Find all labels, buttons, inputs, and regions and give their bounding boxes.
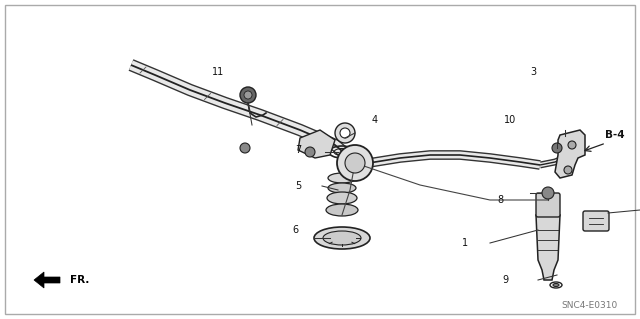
Polygon shape — [298, 130, 335, 158]
Polygon shape — [536, 215, 560, 280]
Text: 7: 7 — [295, 145, 301, 155]
Polygon shape — [555, 130, 585, 178]
Circle shape — [244, 91, 252, 99]
FancyBboxPatch shape — [583, 211, 609, 231]
Text: 9: 9 — [502, 275, 508, 285]
Circle shape — [542, 187, 554, 199]
Text: 11: 11 — [212, 67, 224, 77]
Circle shape — [240, 143, 250, 153]
Ellipse shape — [328, 183, 356, 193]
Circle shape — [305, 147, 315, 157]
Text: FR.: FR. — [70, 275, 90, 285]
Ellipse shape — [328, 173, 356, 183]
Circle shape — [340, 128, 350, 138]
Circle shape — [337, 145, 373, 181]
Text: B-4: B-4 — [605, 130, 625, 140]
Text: 4: 4 — [372, 115, 378, 125]
Text: 5: 5 — [295, 181, 301, 191]
Polygon shape — [34, 272, 60, 288]
Text: 10: 10 — [504, 115, 516, 125]
Text: SNC4-E0310: SNC4-E0310 — [562, 301, 618, 310]
Text: 8: 8 — [497, 195, 503, 205]
Circle shape — [564, 166, 572, 174]
Ellipse shape — [553, 284, 559, 286]
Ellipse shape — [326, 204, 358, 216]
Text: 1: 1 — [462, 238, 468, 248]
Text: 6: 6 — [292, 225, 298, 235]
Ellipse shape — [323, 231, 361, 245]
Circle shape — [345, 153, 365, 173]
Ellipse shape — [314, 227, 370, 249]
Text: 3: 3 — [530, 67, 536, 77]
FancyBboxPatch shape — [536, 193, 560, 217]
Circle shape — [568, 141, 576, 149]
Circle shape — [240, 87, 256, 103]
Circle shape — [335, 123, 355, 143]
Circle shape — [552, 143, 562, 153]
Ellipse shape — [327, 192, 357, 204]
